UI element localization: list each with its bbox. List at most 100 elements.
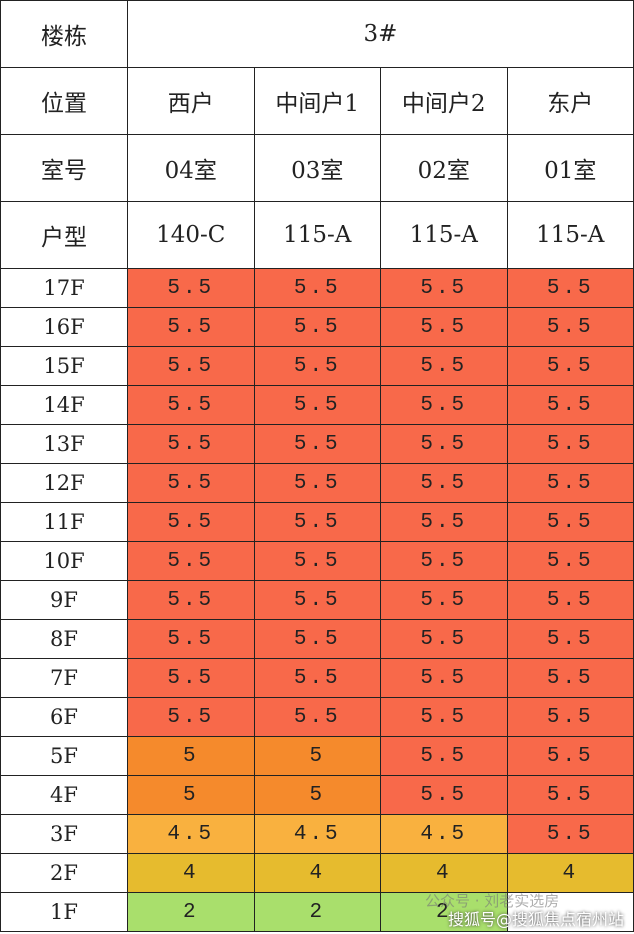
price-cell: 5.5 [380, 502, 508, 542]
price-cell: 5.5 [127, 502, 255, 542]
price-cell: 5.5 [127, 385, 255, 425]
header-row: 户型 140-C 115-A 115-A 115-A [0, 201, 634, 269]
floor: 4F [0, 775, 128, 815]
price-cell: 5.5 [380, 775, 508, 815]
price-cell: 2 [380, 892, 508, 932]
floor: 1F [0, 892, 128, 932]
price-cell: 5 [253, 775, 381, 815]
header-cell: 115-A [380, 201, 508, 269]
price-cell: 5.5 [127, 697, 255, 737]
price-cell: 4.5 [127, 814, 255, 854]
price-cell: 5.5 [380, 268, 508, 308]
price-cell: 5.5 [380, 736, 508, 776]
floor-row: 10F 5.5 5.5 5.5 5.5 [0, 541, 634, 581]
price-cell [506, 892, 634, 932]
price-cell: 5.5 [253, 580, 381, 620]
watermark: 公众号 · 刘老实选房 [425, 892, 560, 910]
floor: 2F [0, 853, 128, 893]
row-label: 户型 [0, 201, 128, 269]
price-cell: 5.5 [253, 658, 381, 698]
floor-row: 2F 4 4 4 4 [0, 853, 634, 893]
building: 3# [127, 0, 634, 68]
header-cell: 东户 [506, 67, 634, 135]
header-cell: 04室 [127, 134, 255, 202]
price-cell: 5.5 [506, 775, 634, 815]
price-cell: 5.5 [506, 658, 634, 698]
floor-row: 3F 4.5 4.5 4.5 5.5 [0, 814, 634, 854]
price-cell: 5.5 [380, 697, 508, 737]
floor-row: 12F 5.5 5.5 5.5 5.5 [0, 463, 634, 503]
floor: 16F [0, 307, 128, 347]
price-cell: 2 [127, 892, 255, 932]
floor-row: 9F 5.5 5.5 5.5 5.5 [0, 580, 634, 620]
price-cell: 5.5 [506, 736, 634, 776]
price-cell: 5.5 [127, 658, 255, 698]
floor: 10F [0, 541, 128, 581]
price-cell: 5.5 [380, 307, 508, 347]
price-cell: 5 [127, 736, 255, 776]
header-cell: 02室 [380, 134, 508, 202]
price-cell: 5.5 [127, 346, 255, 386]
price-cell: 5.5 [506, 346, 634, 386]
price-cell: 5.5 [506, 463, 634, 503]
price-cell: 5.5 [127, 541, 255, 581]
price-cell: 5.5 [506, 307, 634, 347]
price-cell: 5.5 [380, 541, 508, 581]
price-cell: 5.5 [253, 424, 381, 464]
price-cell: 5.5 [253, 463, 381, 503]
price-cell: 5.5 [380, 463, 508, 503]
price-cell: 5.5 [127, 424, 255, 464]
floor-row: 1F 2 2 2 [0, 892, 634, 932]
floor: 17F [0, 268, 128, 308]
price-cell: 5.5 [506, 385, 634, 425]
floor: 15F [0, 346, 128, 386]
price-cell: 5.5 [253, 268, 381, 308]
price-cell: 4 [127, 853, 255, 893]
header-cell: 140-C [127, 201, 255, 269]
floor: 6F [0, 697, 128, 737]
price-cell: 5.5 [253, 619, 381, 659]
price-cell: 5.5 [506, 697, 634, 737]
header-cell: 中间户2 [380, 67, 508, 135]
price-cell: 5.5 [380, 619, 508, 659]
price-cell: 5.5 [380, 580, 508, 620]
price-cell: 5.5 [380, 346, 508, 386]
row-label: 楼栋 [0, 0, 128, 68]
floor: 11F [0, 502, 128, 542]
price-cell: 4 [380, 853, 508, 893]
watermark: 搜狐号@搜狐焦点宿州站 [448, 910, 625, 929]
floor-row: 8F 5.5 5.5 5.5 5.5 [0, 619, 634, 659]
floor-row: 17F 5.5 5.5 5.5 5.5 [0, 268, 634, 308]
floor: 3F [0, 814, 128, 854]
price-cell: 5.5 [127, 463, 255, 503]
floor-row: 11F 5.5 5.5 5.5 5.5 [0, 502, 634, 542]
header-row: 室号 04室 03室 02室 01室 [0, 134, 634, 202]
price-cell: 4 [253, 853, 381, 893]
header-cell: 115-A [253, 201, 381, 269]
price-cell: 4 [506, 853, 634, 893]
floor: 12F [0, 463, 128, 503]
price-cell: 5.5 [253, 307, 381, 347]
floor-row: 14F 5.5 5.5 5.5 5.5 [0, 385, 634, 425]
floor: 5F [0, 736, 128, 776]
floor: 14F [0, 385, 128, 425]
building-row: 楼栋 3# [0, 0, 634, 68]
price-cell: 5.5 [506, 268, 634, 308]
header-cell: 115-A [506, 201, 634, 269]
price-cell: 5.5 [127, 307, 255, 347]
header-row: 位置 西户 中间户1 中间户2 东户 [0, 67, 634, 135]
header-cell: 西户 [127, 67, 255, 135]
floor-row: 7F 5.5 5.5 5.5 5.5 [0, 658, 634, 698]
floor-row: 6F 5.5 5.5 5.5 5.5 [0, 697, 634, 737]
header-cell: 中间户1 [253, 67, 381, 135]
price-cell: 5.5 [380, 658, 508, 698]
price-cell: 5 [127, 775, 255, 815]
price-cell: 5.5 [380, 424, 508, 464]
price-cell: 5.5 [506, 814, 634, 854]
floor: 8F [0, 619, 128, 659]
floor-row: 16F 5.5 5.5 5.5 5.5 [0, 307, 634, 347]
floor: 7F [0, 658, 128, 698]
